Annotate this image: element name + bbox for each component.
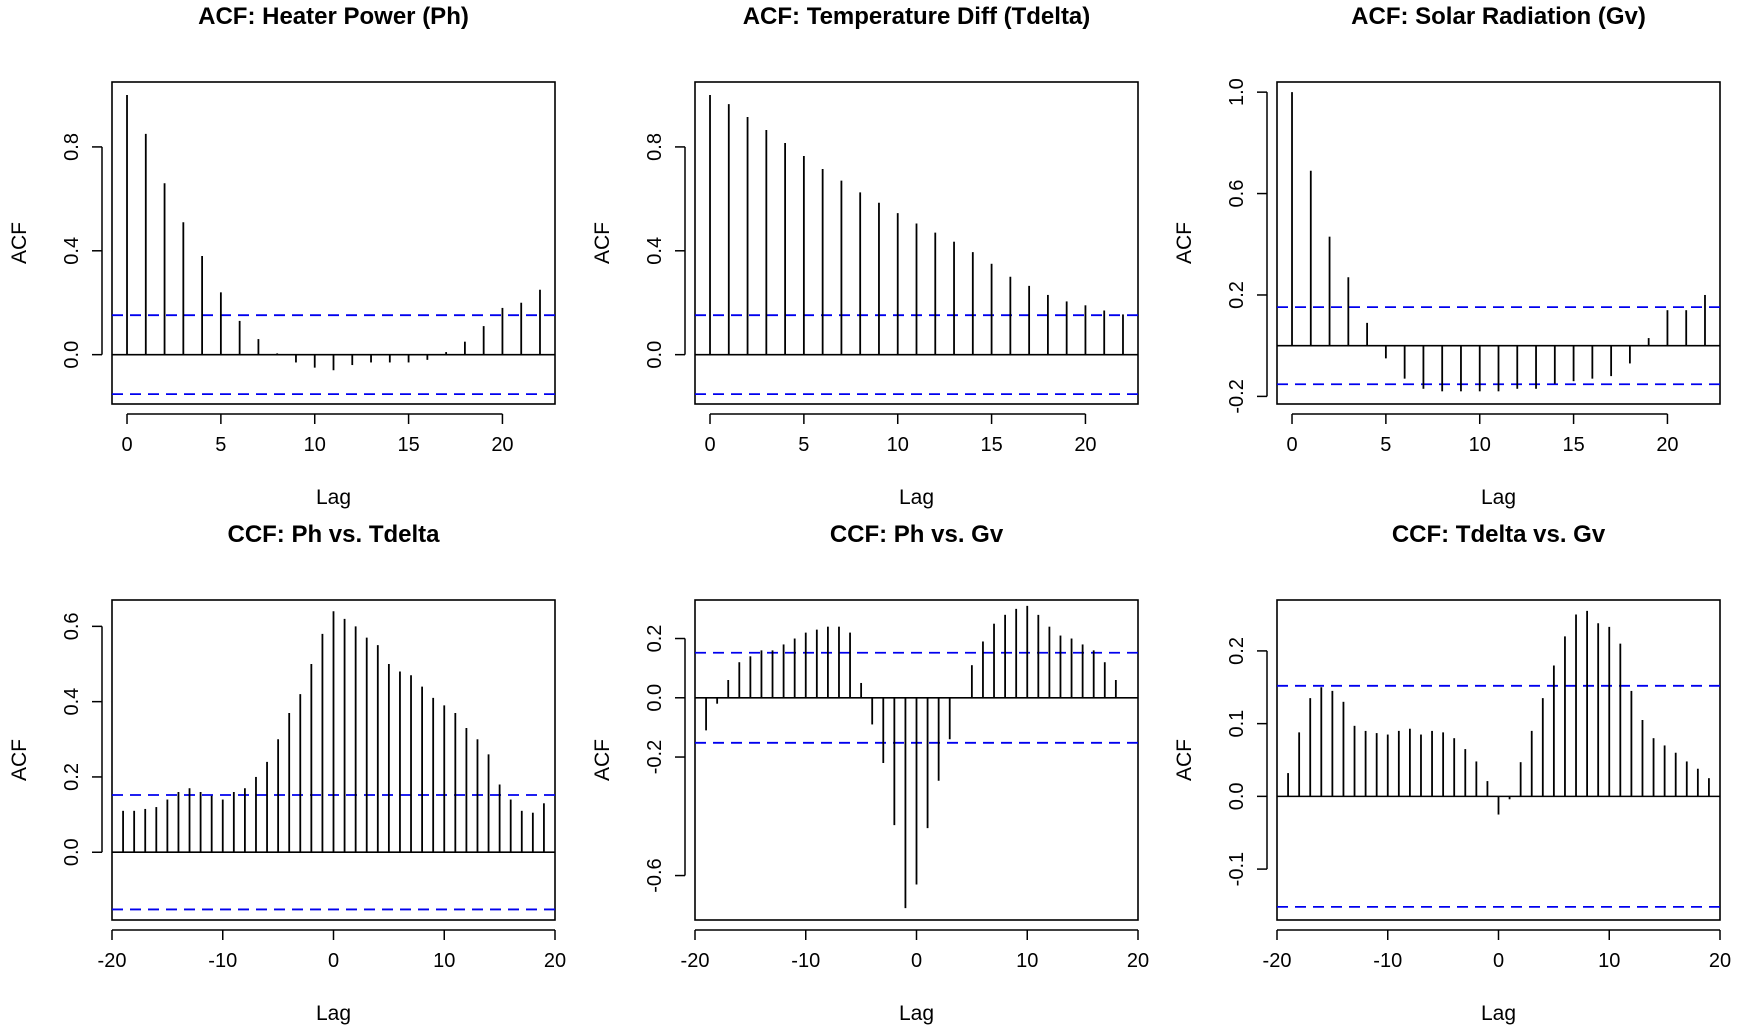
y-tick-label: 0.0	[61, 838, 83, 866]
plot-frame	[111, 81, 556, 405]
x-tick-label: 20	[1656, 434, 1678, 456]
y-tick-label: 0.1	[1226, 710, 1248, 738]
x-tick-label: -20	[681, 950, 710, 972]
x-tick-label: 10	[1016, 950, 1038, 972]
plot-frame	[1276, 81, 1721, 405]
x-tick-label: 15	[980, 434, 1002, 456]
y-axis-label: ACF	[591, 739, 614, 781]
y-tick-label: -0.2	[644, 740, 666, 774]
chart-title: CCF: Ph vs. Gv	[830, 521, 1004, 548]
y-tick-label: 1.0	[1226, 78, 1248, 106]
plot-frame	[1276, 599, 1721, 921]
y-tick-label: 0.0	[644, 684, 666, 712]
y-tick-label: 0.8	[61, 133, 83, 161]
plot-frame	[694, 81, 1139, 405]
chart-title: ACF: Temperature Diff (Tdelta)	[743, 3, 1091, 30]
x-tick-label: -20	[98, 950, 127, 972]
x-tick-label: -10	[791, 950, 820, 972]
x-tick-label: 10	[887, 434, 909, 456]
y-tick-label: -0.6	[644, 858, 666, 892]
x-axis-label: Lag	[316, 1002, 351, 1025]
x-tick-label: -20	[1263, 950, 1292, 972]
x-tick-label: -10	[1373, 950, 1402, 972]
x-tick-label: 10	[1598, 950, 1620, 972]
x-axis-label: Lag	[1481, 1002, 1516, 1025]
y-axis-label: ACF	[8, 222, 31, 264]
y-tick-label: -0.2	[1226, 379, 1248, 413]
y-tick-label: 0.6	[1226, 180, 1248, 208]
plot-frame	[111, 599, 556, 921]
x-tick-label: 0	[328, 950, 339, 972]
x-tick-label: 15	[1562, 434, 1584, 456]
y-tick-label: -0.1	[1226, 852, 1248, 886]
chart-title: CCF: Ph vs. Tdelta	[227, 521, 440, 548]
x-tick-label: 20	[1074, 434, 1096, 456]
x-tick-label: 20	[1709, 950, 1731, 972]
plot-frame	[694, 599, 1139, 921]
x-tick-label: 15	[397, 434, 419, 456]
y-tick-label: 0.4	[61, 237, 83, 265]
y-tick-label: 0.0	[61, 341, 83, 369]
x-tick-label: 0	[121, 434, 132, 456]
x-tick-label: 20	[544, 950, 566, 972]
x-axis-label: Lag	[899, 486, 934, 509]
y-axis-label: ACF	[1173, 222, 1196, 264]
x-tick-label: 0	[1493, 950, 1504, 972]
x-axis-label: Lag	[899, 1002, 934, 1025]
x-tick-label: 5	[798, 434, 809, 456]
x-tick-label: 10	[433, 950, 455, 972]
y-tick-label: 0.8	[644, 133, 666, 161]
y-tick-label: 0.2	[644, 625, 666, 653]
x-axis-label: Lag	[316, 486, 351, 509]
y-tick-label: 0.0	[1226, 782, 1248, 810]
x-tick-label: 0	[1286, 434, 1297, 456]
chart-panel-1: ACF: Heater Power (Ph) 0 5 10 15 20 Lag 0.0 0.4 0…	[8, 3, 556, 509]
x-tick-label: -10	[208, 950, 237, 972]
y-tick-label: 0.2	[61, 763, 83, 791]
y-tick-label: 0.2	[1226, 281, 1248, 309]
x-tick-label: 20	[1127, 950, 1149, 972]
y-tick-label: 0.2	[1226, 637, 1248, 665]
chart-panel-3: ACF: Solar Radiation (Gv) 0 5 10 15 20 Lag -0.2…	[1173, 3, 1721, 509]
chart-panel-5: CCF: Ph vs. Gv -20 -10 0 10 20 Lag -0.6 -0.2 0.0 0…	[591, 521, 1149, 1025]
chart-title: ACF: Heater Power (Ph)	[198, 3, 469, 30]
x-axis-label: Lag	[1481, 486, 1516, 509]
y-axis-label: ACF	[8, 739, 31, 781]
x-tick-label: 10	[304, 434, 326, 456]
y-tick-label: 0.4	[644, 237, 666, 265]
x-tick-label: 5	[215, 434, 226, 456]
x-tick-label: 0	[911, 950, 922, 972]
y-axis-label: ACF	[1173, 739, 1196, 781]
x-tick-label: 5	[1380, 434, 1391, 456]
x-tick-label: 0	[704, 434, 715, 456]
y-axis-label: ACF	[591, 222, 614, 264]
chart-panel-2: ACF: Temperature Diff (Tdelta) 0 5 10 15 20 La…	[591, 3, 1139, 509]
chart-panel-6: CCF: Tdelta vs. Gv -20 -10 0 10 20 Lag -0.1 0.0 0…	[1173, 521, 1731, 1025]
y-tick-label: 0.4	[61, 688, 83, 716]
x-tick-label: 20	[491, 434, 513, 456]
x-tick-label: 10	[1469, 434, 1491, 456]
chart-title: CCF: Tdelta vs. Gv	[1392, 521, 1606, 548]
chart-title: ACF: Solar Radiation (Gv)	[1351, 3, 1646, 30]
y-tick-label: 0.0	[644, 341, 666, 369]
y-tick-label: 0.6	[61, 612, 83, 640]
chart-panel-4: CCF: Ph vs. Tdelta -20 -10 0 10 20 Lag 0.0 0.2 0.…	[8, 521, 566, 1025]
